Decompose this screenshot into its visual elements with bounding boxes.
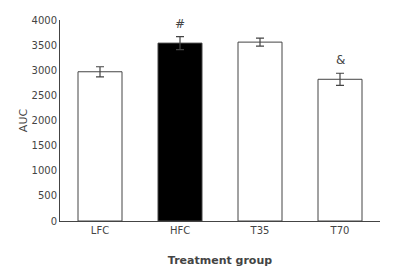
- svg-text:T35: T35: [250, 225, 270, 236]
- svg-text:LFC: LFC: [91, 225, 109, 236]
- svg-text:AUC: AUC: [17, 109, 30, 133]
- svg-text:&: &: [336, 53, 345, 67]
- svg-text:#: #: [175, 17, 185, 31]
- svg-text:3000: 3000: [32, 65, 57, 76]
- svg-text:0: 0: [51, 216, 57, 227]
- svg-text:T70: T70: [330, 225, 350, 236]
- svg-text:Treatment group: Treatment group: [168, 254, 272, 267]
- svg-text:1000: 1000: [32, 165, 57, 176]
- svg-text:2000: 2000: [32, 115, 57, 126]
- svg-text:500: 500: [38, 190, 57, 201]
- svg-text:4000: 4000: [32, 15, 57, 26]
- svg-text:HFC: HFC: [170, 225, 190, 236]
- svg-text:3500: 3500: [32, 40, 57, 51]
- svg-text:2500: 2500: [32, 90, 57, 101]
- svg-text:1500: 1500: [32, 140, 57, 151]
